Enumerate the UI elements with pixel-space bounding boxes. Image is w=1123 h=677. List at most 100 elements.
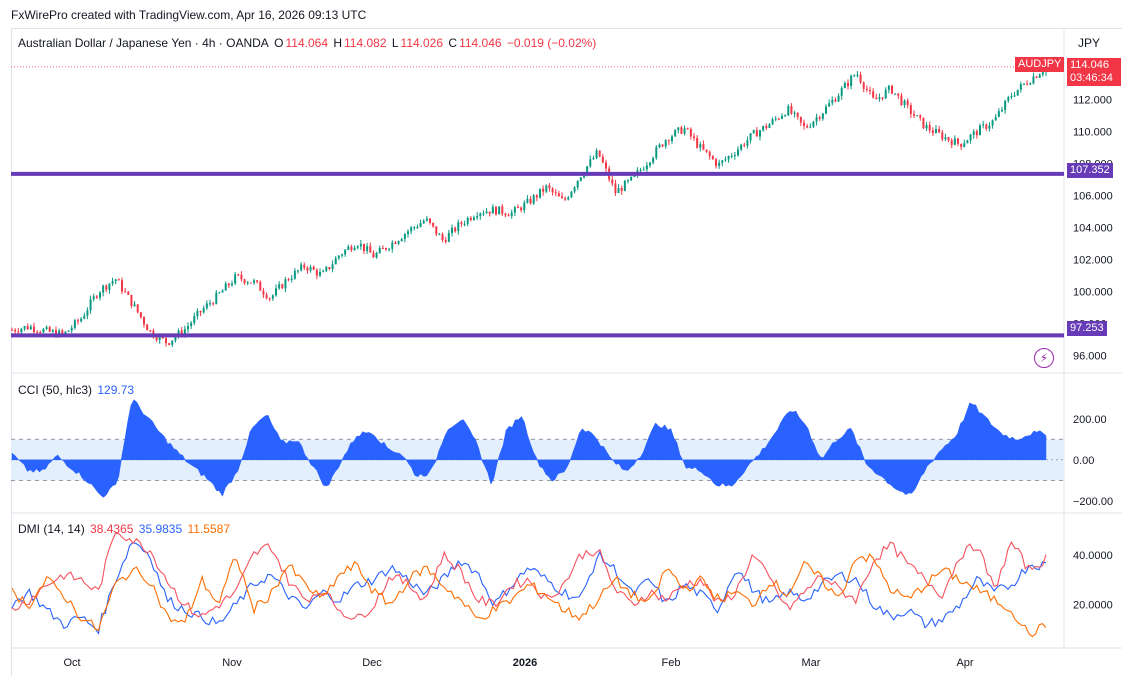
candle-body [645,165,648,170]
candle-body [784,115,787,117]
candle-body [45,327,48,330]
candle-body [209,303,211,305]
candle-body [589,159,592,167]
candle-body [136,304,139,313]
candle-body [561,196,563,199]
candle-body [139,312,142,318]
candle-body [759,130,761,137]
upper-line-label: 107.352 [1067,163,1113,178]
candle-body [529,198,532,204]
candle-body [884,89,887,99]
candle-body [815,117,818,122]
candle-body [375,253,378,258]
price-tick-label: 102.000 [1073,254,1113,266]
main-legend: Australian Dollar / Japanese Yen · 4h · … [18,36,597,50]
candle-body [221,290,224,293]
time-tick-label: 2026 [513,657,537,669]
candle-body [202,308,205,313]
candle-body [623,180,626,192]
dmi-name: DMI (14, 14) [18,522,85,536]
candle-body [1038,74,1041,78]
candle-body [476,215,479,218]
candle-body [234,274,237,284]
candle-body [256,280,259,282]
candle-body [737,149,739,156]
candle-body [105,285,108,290]
candle-body [36,331,39,333]
candle-body [293,270,296,279]
candle-body [686,128,689,130]
candle-body [488,211,491,214]
candle-body [554,192,557,194]
candle-body [891,85,893,94]
candle-body [548,185,551,189]
candle-body [114,279,117,282]
candle-body [64,331,67,334]
candle-body [328,267,331,269]
candle-body [400,239,403,242]
price-tick-label: 112.000 [1073,95,1112,107]
candle-body [117,279,120,281]
candle-body [29,326,32,330]
candle-body [985,124,988,129]
time-tick-label: Mar [802,657,821,669]
candle-body [715,159,717,166]
candle-body [894,93,897,95]
candle-body [972,131,975,135]
candle-body [796,112,799,117]
candle-body [724,159,727,161]
candle-body [187,326,189,330]
candle-body [205,303,208,309]
candle-body [916,115,919,117]
candle-body [33,326,35,332]
candle-body [696,137,699,148]
candle-body [171,340,174,345]
candle-body [425,218,428,221]
candle-body [124,291,127,293]
candle-body [689,129,692,137]
candle-body [1032,76,1035,84]
candle-body [498,206,501,215]
candle-body [513,207,516,213]
candle-body [900,95,903,106]
candle-body [199,310,202,313]
candle-body [828,103,831,107]
currency-label[interactable]: JPY [1078,36,1101,50]
candle-body [982,124,985,126]
candle-body [1016,89,1019,96]
candle-body [39,332,42,334]
candle-body [680,127,683,134]
candle-body [309,266,312,271]
candle-body [777,118,780,120]
candle-body [23,326,26,329]
candle-body [740,144,743,150]
candle-body [913,114,915,116]
candle-body [781,115,783,119]
lightning-icon[interactable]: ⚡ [1034,348,1054,368]
candle-body [403,234,406,240]
candle-body [504,213,507,216]
candle-body [278,284,281,289]
candle-body [347,246,350,250]
candle-body [699,144,702,148]
candle-body [872,91,875,98]
candle-body [771,119,774,125]
candle-body [922,117,925,129]
candle-body [834,99,837,102]
candle-body [83,315,86,319]
candle-body [155,337,158,341]
candle-body [601,156,604,163]
candle-body [196,310,199,317]
candle-body [447,232,450,242]
open-value: 114.064 [285,36,329,50]
candle-body [243,279,246,284]
candle-body [1041,72,1044,75]
candle-body [212,303,215,305]
candle-body [48,327,51,332]
candle-body [787,105,790,116]
candle-body [435,226,438,235]
candle-body [809,126,812,128]
candle-body [749,133,752,141]
time-tick-label: Feb [662,657,681,669]
